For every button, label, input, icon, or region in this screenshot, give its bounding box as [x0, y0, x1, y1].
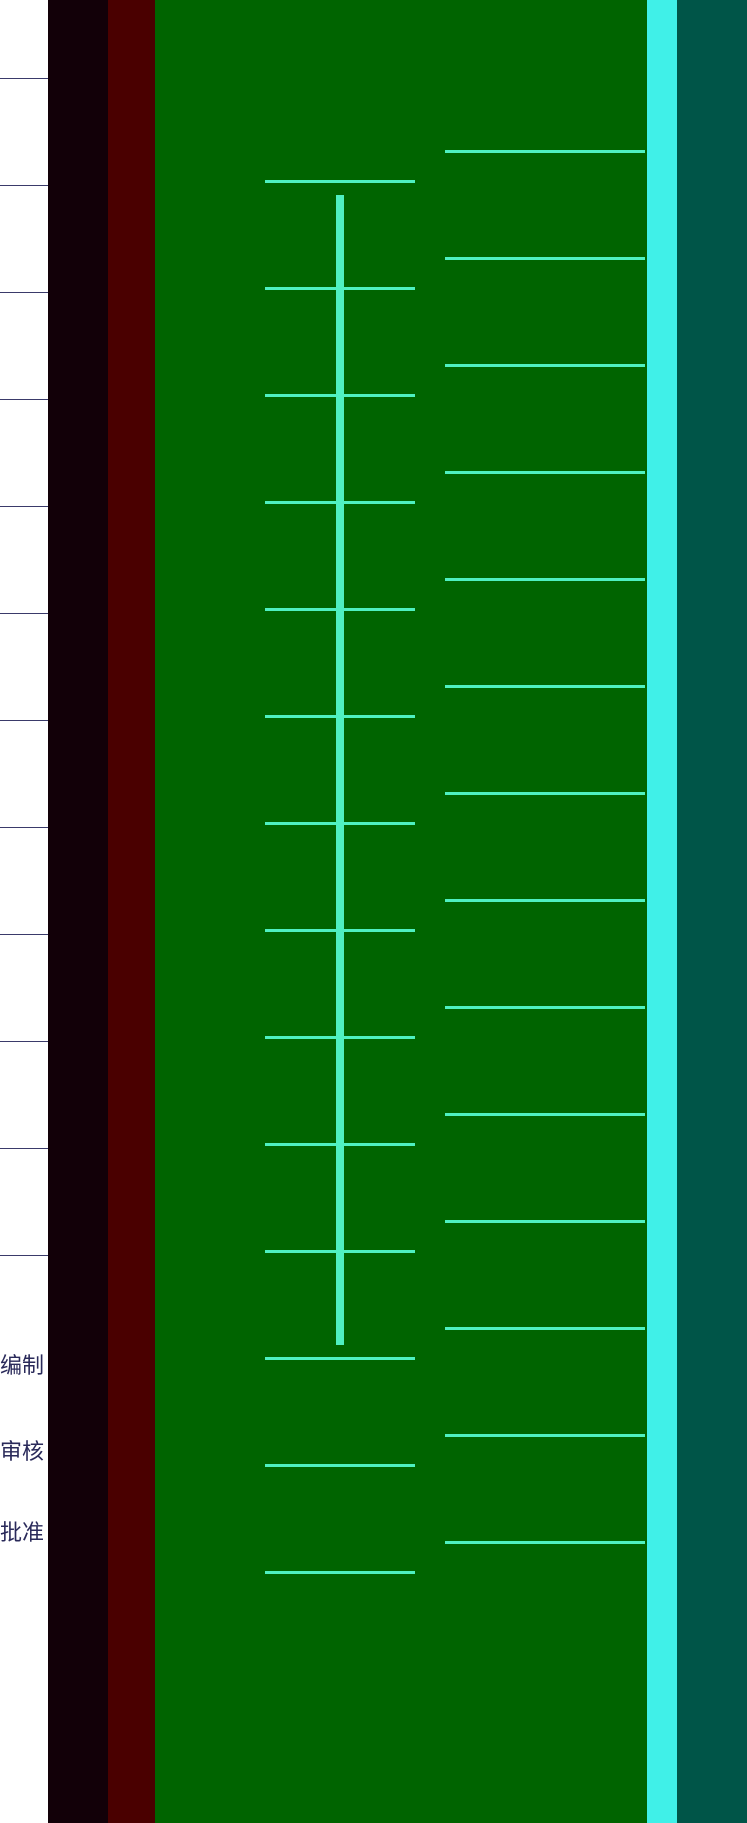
- signature-label: 批准: [0, 1520, 45, 1545]
- maroon-column: [108, 0, 155, 1823]
- dark-column: [48, 0, 108, 1823]
- row-rule: [0, 613, 48, 614]
- form-line: [445, 257, 645, 260]
- form-line: [445, 364, 645, 367]
- form-line: [265, 180, 415, 183]
- form-line: [445, 685, 645, 688]
- row-rule: [0, 1041, 48, 1042]
- form-line: [445, 1113, 645, 1116]
- form-line: [445, 578, 645, 581]
- signature-label: 编制: [0, 1353, 45, 1378]
- form-line: [445, 150, 645, 153]
- row-rule: [0, 78, 48, 79]
- signature-label: 审核: [0, 1439, 45, 1464]
- form-line: [445, 1541, 645, 1544]
- row-rule: [0, 399, 48, 400]
- form-line: [265, 1464, 415, 1467]
- row-rule: [0, 185, 48, 186]
- form-line: [445, 792, 645, 795]
- cyan-column: [647, 0, 677, 1823]
- row-rule: [0, 1148, 48, 1149]
- form-line: [445, 1327, 645, 1330]
- row-rule: [0, 934, 48, 935]
- form-line: [445, 471, 645, 474]
- margin-column: [0, 0, 48, 1823]
- row-rule: [0, 292, 48, 293]
- row-rule: [0, 827, 48, 828]
- form-line: [445, 1434, 645, 1437]
- teal-column: [677, 0, 747, 1823]
- form-line: [445, 1220, 645, 1223]
- row-rule: [0, 506, 48, 507]
- form-line: [265, 1357, 415, 1360]
- form-line: [265, 1571, 415, 1574]
- form-line: [445, 899, 645, 902]
- form-line: [336, 195, 344, 1345]
- row-rule: [0, 1255, 48, 1256]
- form-line: [445, 1006, 645, 1009]
- green-area: [155, 0, 647, 1823]
- row-rule: [0, 720, 48, 721]
